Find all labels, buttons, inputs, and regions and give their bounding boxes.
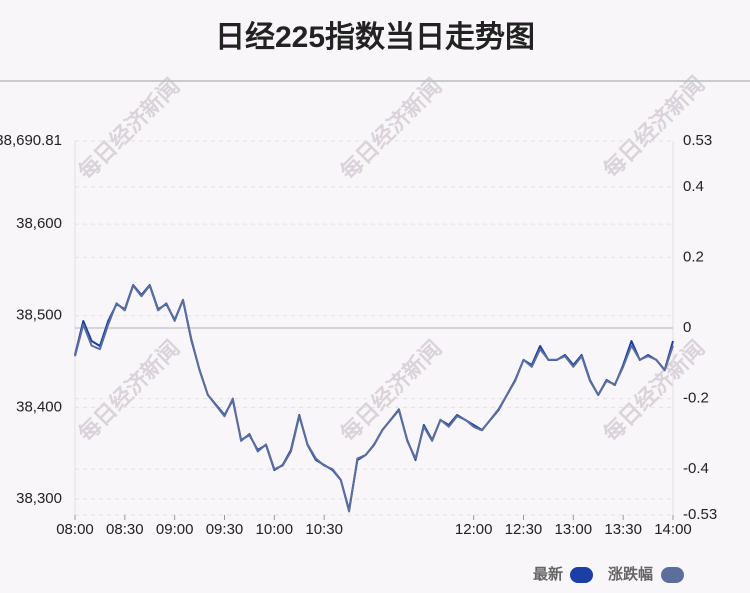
y2-tick-label: 0.4 bbox=[683, 178, 704, 195]
y-tick-label: 38,690.81 bbox=[0, 132, 62, 149]
x-tick-label: 12:30 bbox=[505, 521, 543, 538]
y-tick-label: 38,600 bbox=[16, 215, 62, 232]
y-tick-label: 38,400 bbox=[16, 398, 62, 415]
chart-title: 日经225指数当日走势图 bbox=[215, 20, 535, 54]
x-tick-label: 10:30 bbox=[305, 521, 343, 538]
y2-tick-label: 0.53 bbox=[683, 132, 712, 149]
x-tick-label: 13:00 bbox=[555, 521, 593, 538]
x-tick-label: 10:00 bbox=[256, 521, 294, 538]
x-tick-label: 14:00 bbox=[654, 521, 692, 538]
y2-tick-label: -0.2 bbox=[683, 390, 709, 407]
legend-label: 最新 bbox=[533, 565, 563, 583]
y2-tick-label: 0.2 bbox=[683, 248, 704, 265]
y2-tick-label: 0 bbox=[683, 319, 691, 336]
y-tick-label: 38,500 bbox=[16, 307, 62, 324]
y2-tick-label: -0.53 bbox=[683, 506, 717, 523]
legend-swatch bbox=[570, 567, 593, 583]
series-line bbox=[74, 284, 674, 513]
y-tick-label: 38,300 bbox=[16, 490, 62, 507]
legend-label: 涨跌幅 bbox=[608, 565, 653, 583]
y2-tick-label: -0.4 bbox=[683, 460, 709, 477]
x-tick-label: 09:30 bbox=[206, 521, 244, 538]
x-tick-label: 08:00 bbox=[56, 521, 94, 538]
x-tick-label: 08:30 bbox=[106, 521, 144, 538]
x-tick-label: 13:30 bbox=[604, 521, 642, 538]
x-tick-label: 09:00 bbox=[156, 521, 194, 538]
legend-swatch bbox=[661, 567, 684, 583]
x-tick-label: 12:00 bbox=[455, 521, 493, 538]
